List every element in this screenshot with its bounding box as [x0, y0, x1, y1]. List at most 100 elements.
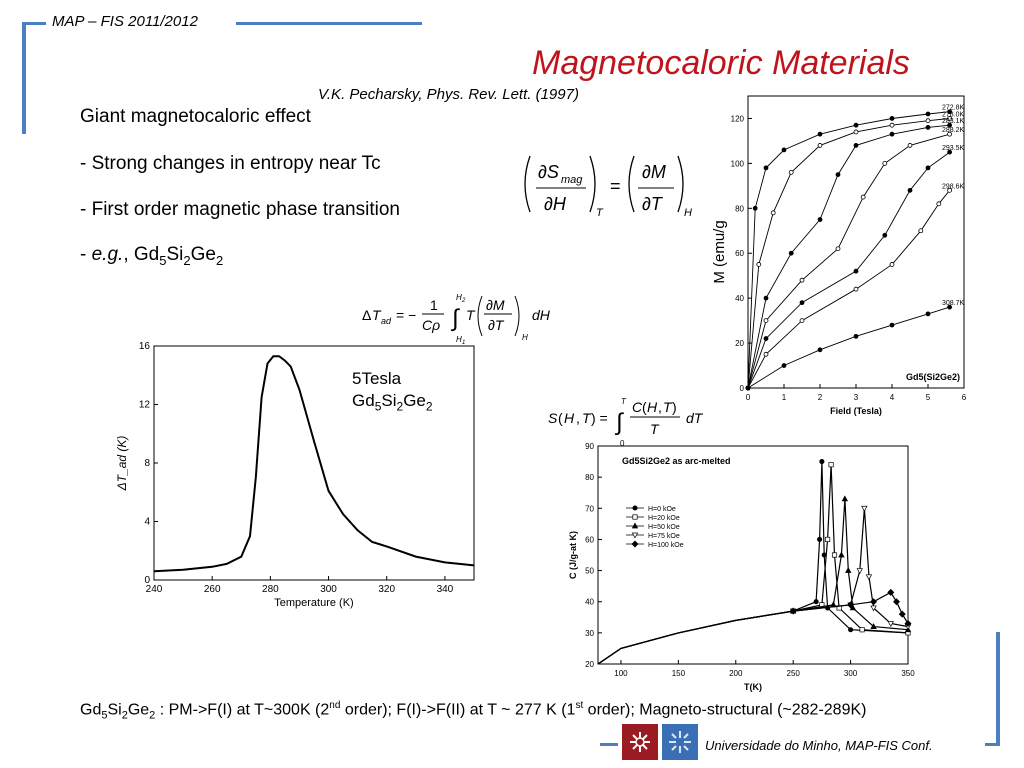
x-tick-label: 2 — [818, 393, 823, 402]
maxwell-relation-equation: ∂S mag ∂H T = ∂M ∂T H — [524, 155, 692, 219]
isotherm-point — [853, 268, 859, 274]
y-tick-label: 100 — [731, 159, 745, 168]
heat-capacity-point — [828, 462, 834, 468]
heat-capacity-line — [597, 498, 909, 665]
school-emblem-icon — [669, 731, 691, 753]
isotherm-point — [763, 351, 769, 357]
isotherm-point — [889, 322, 895, 328]
isotherm-point — [925, 118, 931, 124]
legend-label: H=100 kOe — [648, 542, 684, 549]
svg-text:H: H — [564, 410, 575, 426]
isotherm-point — [925, 311, 931, 317]
bullet-example: - e.g., Gd5Si2Ge2 — [80, 244, 224, 268]
isotherm-point — [889, 262, 895, 267]
heat-capacity-point — [870, 598, 878, 606]
x-tick-label: 300 — [844, 669, 858, 678]
legend-marker — [632, 505, 638, 511]
legend-label: H=75 kOe — [648, 533, 680, 540]
heat-capacity-point — [859, 627, 865, 633]
reference-citation: V.K. Pecharsky, Phys. Rev. Lett. (1997) — [318, 86, 579, 103]
isotherm-label: 308.7K — [942, 300, 965, 307]
heat-capacity-point — [856, 568, 863, 575]
svg-text:mag: mag — [561, 174, 583, 186]
svg-text:∂H: ∂H — [544, 194, 567, 214]
isotherm-point — [835, 172, 841, 178]
heat-capacity-point — [813, 599, 819, 605]
chart-title: Gd5Si2Ge2 as arc-melted — [622, 456, 731, 466]
x-tick-label: 150 — [672, 669, 686, 678]
x-tick-label: 240 — [146, 584, 163, 595]
course-tag: MAP – FIS 2011/2012 — [52, 13, 198, 30]
svg-text:C: C — [632, 399, 643, 415]
x-tick-label: 6 — [962, 393, 967, 402]
y-tick-label: 50 — [585, 567, 594, 576]
y-tick-label: 30 — [585, 629, 594, 638]
plot-frame — [597, 445, 909, 665]
legend-label: H=20 kOe — [648, 515, 680, 522]
isotherm-point — [763, 295, 769, 301]
heat-capacity-point — [848, 627, 854, 633]
svg-text:T: T — [650, 421, 660, 437]
legend-label: H=0 kOe — [648, 506, 676, 513]
frame-bracket-bottom-line — [600, 743, 618, 746]
y-tick-label: 120 — [731, 114, 745, 123]
heat-capacity-point — [819, 459, 825, 465]
isotherm-point — [799, 318, 805, 324]
heat-capacity-point — [893, 598, 901, 606]
heat-capacity-point — [841, 495, 849, 502]
y-tick-label: 70 — [585, 504, 594, 513]
frame-bracket-top-left-stub — [22, 22, 46, 25]
y-tick-label: 90 — [585, 442, 594, 451]
svg-text:H: H — [456, 335, 462, 344]
university-logo — [622, 724, 658, 760]
x-tick-label: 200 — [729, 669, 743, 678]
frame-bracket-top-line — [236, 22, 422, 25]
heat-capacity-point — [849, 604, 857, 611]
x-axis-label: Field (Tesla) — [830, 406, 882, 416]
y-tick-label: 4 — [144, 517, 150, 528]
isotherm-point — [947, 131, 953, 137]
heat-capacity-point — [898, 610, 906, 618]
heat-capacity-point — [870, 605, 877, 612]
svg-text:Cρ: Cρ — [422, 317, 440, 333]
svg-text:∂S: ∂S — [538, 162, 559, 182]
isotherm-point — [907, 143, 913, 148]
svg-text:∂M: ∂M — [642, 162, 666, 182]
isotherm-point — [947, 304, 953, 310]
x-tick-label: 260 — [204, 584, 221, 595]
isotherm-point — [788, 250, 794, 256]
svg-text:T: T — [621, 397, 627, 406]
x-axis-label: T(K) — [744, 682, 762, 692]
isotherm-point — [889, 116, 895, 121]
frame-bracket-top-left — [22, 22, 26, 134]
heat-capacity-point — [838, 551, 845, 558]
footer-university: Universidade do Minho, MAP-FIS Conf. — [705, 738, 933, 753]
y-tick-label: 8 — [144, 458, 150, 469]
school-logo — [662, 724, 698, 760]
svg-text:T: T — [582, 410, 592, 426]
svg-text:H: H — [684, 207, 692, 219]
isotherm-label: 288.2K — [942, 127, 965, 134]
svg-text:∫: ∫ — [614, 409, 624, 436]
heat-capacity-point — [789, 607, 797, 615]
isotherm-point — [763, 336, 769, 341]
heat-capacity-chart: 100 150 200 250 300 350 20 30 40 50 60 70 80 90 T(K) C … — [568, 442, 915, 692]
heat-capacity-point — [847, 601, 855, 609]
isotherm-point — [770, 210, 776, 216]
svg-text:dT: dT — [686, 410, 704, 426]
isotherm-point — [947, 187, 953, 193]
heat-capacity-line — [597, 464, 909, 665]
x-tick-label: 4 — [890, 393, 895, 402]
delta-t-ad-chart: 240 260 280 300 320 340 0 4 8 12 16 Temperature (K)… — [115, 341, 475, 609]
bullet-first-order: - First order magnetic phase transition — [80, 199, 400, 220]
isotherm-label: 278.0K — [942, 111, 965, 118]
chart-background — [706, 92, 982, 418]
x-tick-label: 340 — [437, 584, 454, 595]
university-emblem-icon — [630, 732, 650, 752]
y-tick-label: 16 — [139, 341, 151, 352]
y-tick-label: 20 — [735, 339, 744, 348]
x-tick-label: 5 — [926, 393, 931, 402]
svg-text:∂T: ∂T — [488, 317, 505, 333]
